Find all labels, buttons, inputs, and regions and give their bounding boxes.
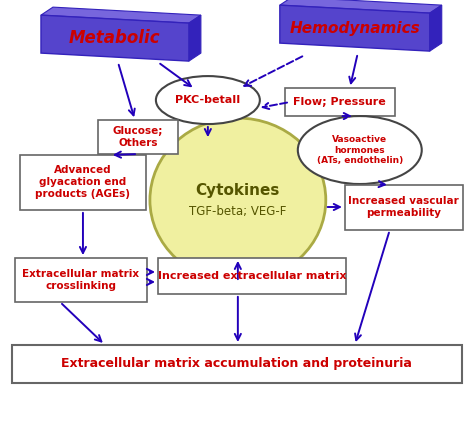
FancyBboxPatch shape [15, 258, 147, 302]
Ellipse shape [150, 118, 326, 282]
Text: Cytokines: Cytokines [196, 183, 280, 197]
Ellipse shape [298, 116, 422, 184]
Ellipse shape [156, 76, 260, 124]
Text: Metabolic: Metabolic [69, 29, 161, 47]
Text: Increased extracellular matrix: Increased extracellular matrix [157, 271, 346, 281]
FancyBboxPatch shape [285, 88, 395, 116]
Text: Advanced
glyacation end
products (AGEs): Advanced glyacation end products (AGEs) [36, 165, 130, 199]
FancyBboxPatch shape [345, 185, 463, 230]
Polygon shape [430, 5, 442, 51]
Text: Extracellular matrix
crosslinking: Extracellular matrix crosslinking [22, 269, 139, 291]
Polygon shape [280, 5, 430, 51]
FancyBboxPatch shape [98, 120, 178, 154]
Text: Glucose;
Others: Glucose; Others [113, 126, 163, 148]
Polygon shape [41, 7, 201, 23]
Polygon shape [280, 0, 442, 13]
Text: Hemodynamics: Hemodynamics [290, 21, 420, 36]
Text: Increased vascular
permeability: Increased vascular permeability [348, 196, 459, 218]
Text: Flow; Pressure: Flow; Pressure [293, 97, 386, 107]
FancyBboxPatch shape [158, 258, 346, 294]
FancyBboxPatch shape [12, 345, 462, 383]
FancyBboxPatch shape [20, 155, 146, 210]
Polygon shape [189, 15, 201, 61]
Text: PKC-betaII: PKC-betaII [175, 95, 240, 105]
Text: Extracellular matrix accumulation and proteinuria: Extracellular matrix accumulation and pr… [62, 357, 412, 370]
Text: Vasoactive
hormones
(ATs, endothelin): Vasoactive hormones (ATs, endothelin) [317, 135, 403, 165]
Polygon shape [41, 15, 189, 61]
Text: TGF-beta; VEG-F: TGF-beta; VEG-F [189, 205, 287, 218]
